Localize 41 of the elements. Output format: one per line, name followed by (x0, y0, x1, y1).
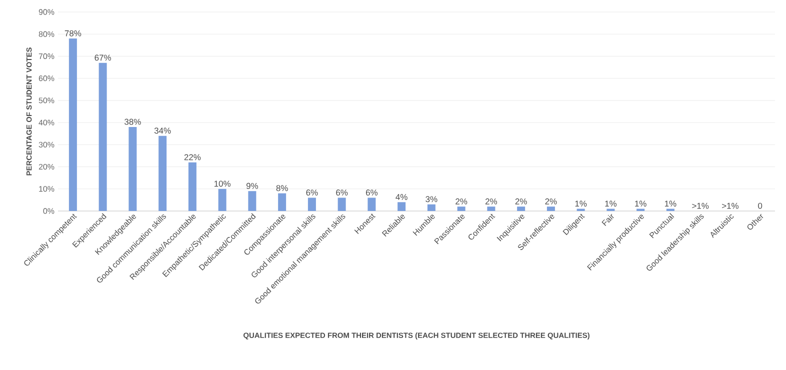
bar (338, 198, 346, 211)
data-label: 10% (214, 180, 230, 187)
data-label: 2% (515, 198, 527, 204)
data-label: 2% (485, 198, 498, 204)
bar (188, 162, 196, 211)
data-label: 6% (336, 190, 348, 196)
bar (546, 206, 555, 211)
bar (128, 126, 137, 211)
data-label: 38% (124, 118, 141, 125)
data-label: 67% (94, 54, 111, 61)
data-label: 1% (635, 200, 646, 207)
bar (457, 206, 466, 211)
data-label: 0 (758, 202, 762, 209)
data-label: 22% (184, 154, 201, 160)
bar (218, 188, 226, 211)
data-label: 9% (246, 182, 258, 189)
bar (427, 204, 436, 211)
data-label: 3% (426, 196, 438, 202)
bar (158, 136, 167, 211)
bar (98, 62, 107, 211)
data-label: 34% (154, 128, 171, 134)
data-label: 1% (575, 200, 587, 207)
bar (487, 206, 496, 211)
bar (398, 202, 406, 211)
data-label: >1% (722, 202, 738, 209)
data-label: 78% (64, 30, 82, 36)
bar (308, 198, 316, 211)
data-label: 4% (396, 194, 408, 200)
bar (248, 191, 256, 211)
data-label: 2% (545, 198, 557, 204)
bar (68, 38, 77, 211)
data-label: 1% (605, 200, 617, 207)
data-label: 6% (366, 190, 378, 196)
bar (368, 198, 376, 211)
data-label: 6% (306, 190, 318, 196)
data-label: 8% (276, 185, 288, 192)
data-label: 1% (664, 200, 676, 207)
bar (517, 206, 526, 211)
bar (278, 193, 286, 211)
data-label: >1% (692, 202, 709, 209)
data-label: 2% (456, 198, 468, 204)
